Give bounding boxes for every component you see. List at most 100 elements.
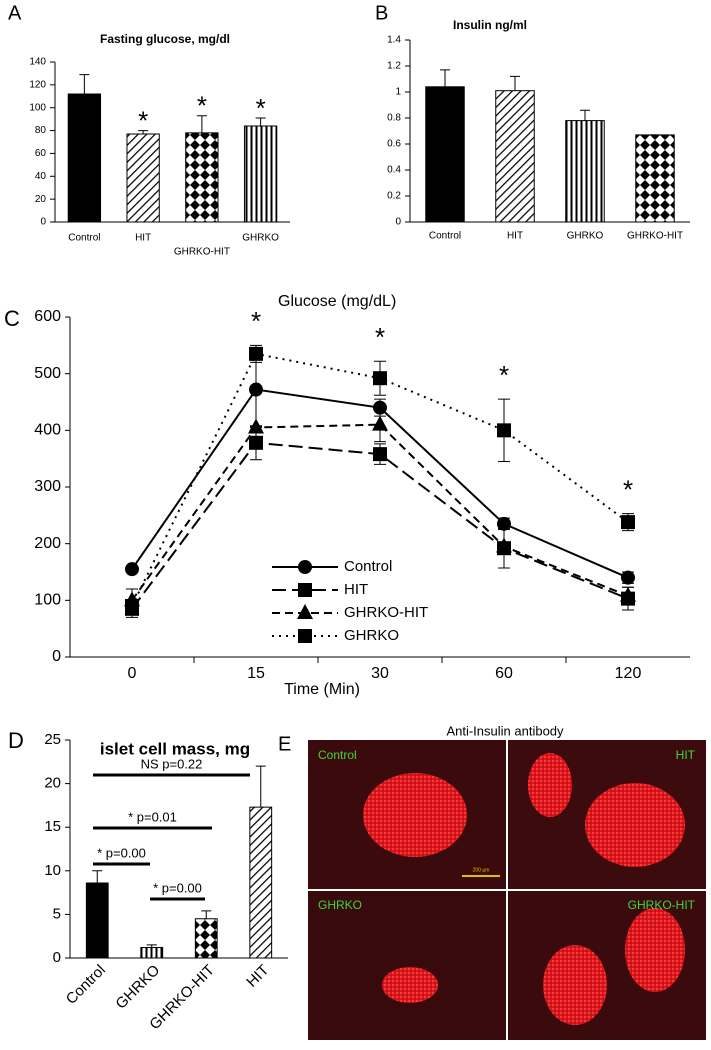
significance-star: * xyxy=(197,91,207,121)
y-tick-label: 400 xyxy=(34,422,61,439)
marker xyxy=(249,382,263,397)
chart-title: Insulin ng/ml xyxy=(453,18,527,32)
bar xyxy=(243,125,278,223)
y-tick-label: 0.4 xyxy=(387,165,401,176)
error-bar xyxy=(580,109,590,121)
y-tick-label: 1 xyxy=(395,87,401,98)
image-label: GHRKO xyxy=(318,898,362,912)
marker xyxy=(497,516,511,531)
y-tick-label: 300 xyxy=(34,478,61,495)
significance-star: * xyxy=(375,322,385,352)
y-tick-label: 20 xyxy=(35,194,47,205)
legend-label: GHRKO xyxy=(344,627,399,644)
chart-title: islet cell mass, mg xyxy=(100,739,250,758)
bar xyxy=(565,120,605,223)
marker xyxy=(373,371,387,386)
panel-title: Anti-Insulin antibody xyxy=(446,723,564,738)
y-tick-label: 15 xyxy=(44,818,61,835)
y-tick-label: 1.2 xyxy=(387,61,401,72)
x-tick-label: GHRKO-HIT xyxy=(627,231,683,242)
error-bar xyxy=(146,944,157,948)
marker xyxy=(620,586,636,602)
marker xyxy=(248,418,264,434)
y-tick-label: 0 xyxy=(52,648,61,665)
marker xyxy=(298,629,312,643)
islet xyxy=(585,783,685,867)
bar xyxy=(425,86,465,223)
error-bar xyxy=(138,130,149,134)
marker xyxy=(297,604,313,619)
legend-label: Control xyxy=(344,558,392,575)
micrograph xyxy=(308,891,506,1040)
bar xyxy=(126,133,160,223)
y-tick-label: 0 xyxy=(395,217,401,228)
marker xyxy=(298,560,312,574)
x-tick-label: GHRKO-HIT xyxy=(174,247,230,258)
marker xyxy=(249,346,263,361)
marker xyxy=(496,537,512,553)
error-bar xyxy=(196,115,207,133)
annotation: * p=0.01 xyxy=(128,809,177,824)
y-tick-label: 10 xyxy=(44,862,61,879)
image-panel: E Anti-Insulin antibody Control HIT GHRK… xyxy=(278,723,706,1040)
y-tick-label: 0.8 xyxy=(387,113,401,124)
marker xyxy=(249,435,263,450)
y-tick-label: 0.2 xyxy=(387,191,401,202)
image-label: HIT xyxy=(676,748,696,762)
x-tick-label: Control xyxy=(63,962,109,1008)
image-label: Control xyxy=(318,748,357,762)
y-tick-label: 500 xyxy=(34,365,61,382)
error-bar xyxy=(79,74,90,94)
bar xyxy=(249,806,273,959)
marker xyxy=(372,415,388,431)
y-axis-title: Glucose (mg/dL) xyxy=(278,293,396,310)
y-tick-label: 120 xyxy=(29,79,46,90)
significance-star: * xyxy=(251,306,261,336)
y-tick-label: 0 xyxy=(40,217,46,228)
x-tick-label: HIT xyxy=(243,962,272,991)
y-tick-label: 140 xyxy=(29,57,46,68)
annotation: * p=0.00 xyxy=(97,845,146,860)
marker xyxy=(621,570,635,585)
y-tick-label: 600 xyxy=(34,308,61,325)
marker xyxy=(497,423,511,438)
y-tick-label: 100 xyxy=(29,102,46,113)
panel-label: B xyxy=(375,2,388,24)
marker xyxy=(125,599,139,613)
legend-label: HIT xyxy=(344,581,368,598)
bar xyxy=(185,132,219,223)
x-tick-label: GHRKO xyxy=(242,233,279,244)
x-tick-label: 120 xyxy=(615,665,642,682)
y-tick-label: 80 xyxy=(35,125,47,136)
annotation: NS p=0.22 xyxy=(141,756,203,771)
x-tick-label: HIT xyxy=(135,233,151,244)
y-tick-label: 100 xyxy=(34,592,61,609)
panel-label: E xyxy=(278,733,291,755)
chart-title: Fasting glucose, mg/dl xyxy=(100,32,230,46)
bar xyxy=(140,947,164,959)
error-bar xyxy=(92,870,103,884)
y-tick-label: 0 xyxy=(53,949,61,966)
significance-star: * xyxy=(499,360,509,390)
annotation: * p=0.00 xyxy=(153,880,202,895)
marker xyxy=(373,447,387,462)
y-tick-label: 60 xyxy=(35,148,47,159)
significance-star: * xyxy=(623,475,633,505)
x-tick-label: GHRKO xyxy=(567,231,604,242)
y-tick-label: 25 xyxy=(44,731,61,748)
marker xyxy=(621,515,635,530)
significance-star: * xyxy=(256,93,266,123)
y-tick-label: 200 xyxy=(34,535,61,552)
x-tick-label: GHRKO xyxy=(112,962,163,1013)
panel-label: A xyxy=(8,2,22,24)
x-axis-title: Time (Min) xyxy=(284,681,360,698)
y-tick-label: 20 xyxy=(44,775,61,792)
error-bar xyxy=(255,117,266,126)
x-tick-label: 15 xyxy=(247,665,265,682)
image-label: GHRKO-HIT xyxy=(628,898,696,912)
error-bar xyxy=(440,69,450,87)
islet xyxy=(363,773,467,857)
significance-star: * xyxy=(138,105,148,135)
x-tick-label: 0 xyxy=(128,665,137,682)
